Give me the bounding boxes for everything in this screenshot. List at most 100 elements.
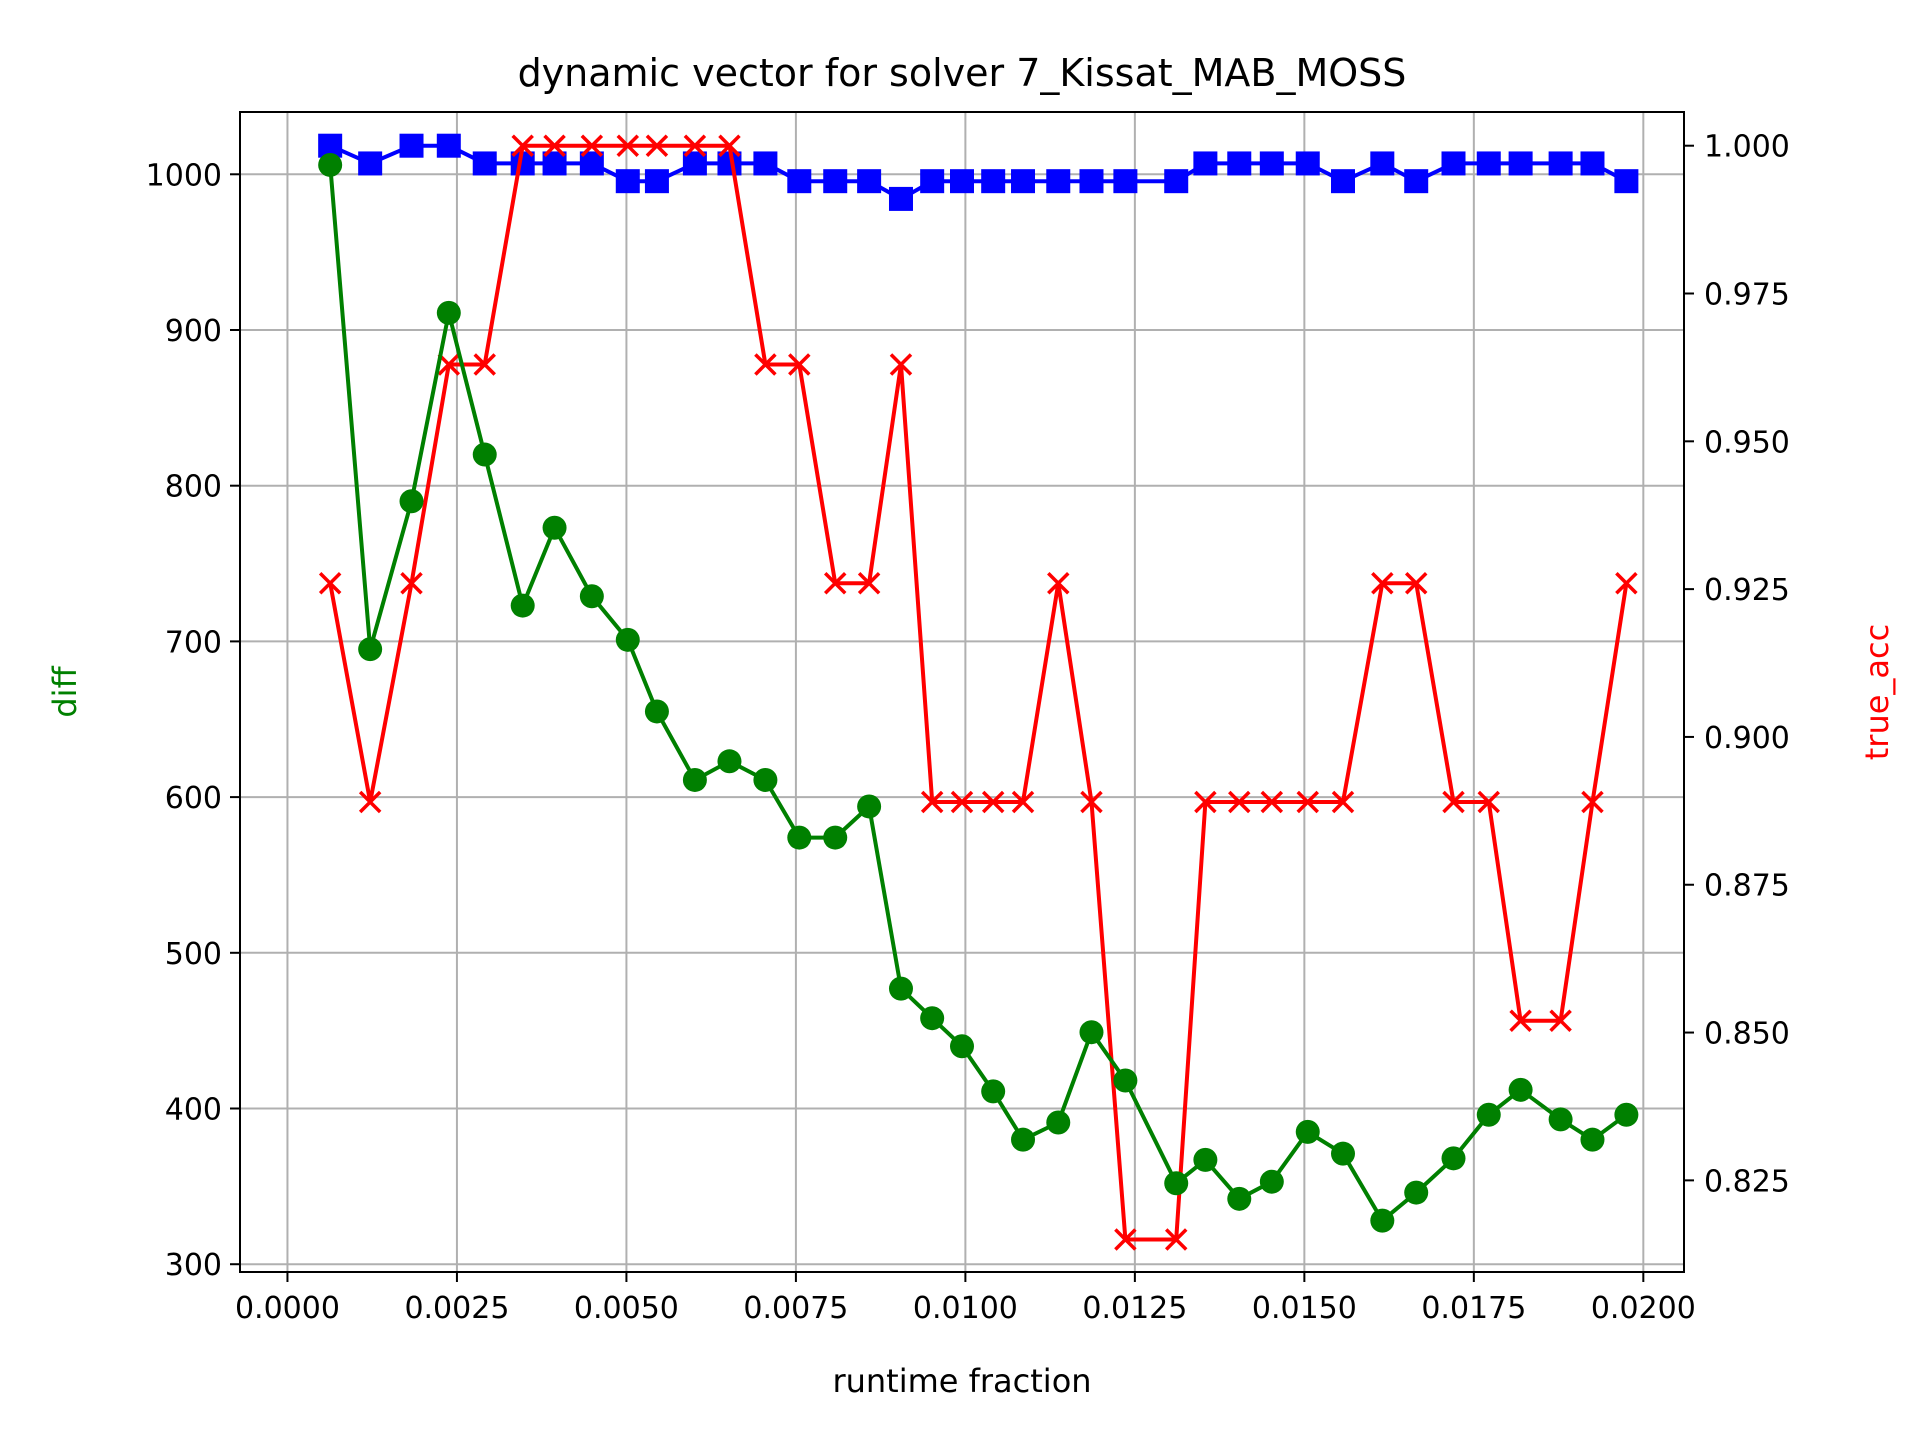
data-point <box>1011 1127 1036 1152</box>
y-right-tick-label: 0.975 <box>1704 278 1790 313</box>
data-point <box>399 133 424 158</box>
y-left-tick-label: 500 <box>165 937 222 972</box>
y-left-tick-label: 400 <box>165 1093 222 1128</box>
data-point <box>1371 571 1394 595</box>
data-point <box>981 169 1006 194</box>
data-point <box>579 584 604 609</box>
data-point <box>1580 1127 1605 1152</box>
data-point <box>754 353 777 376</box>
data-point <box>1011 790 1035 814</box>
data-point <box>1113 169 1138 194</box>
data-point <box>1047 571 1070 595</box>
data-point <box>1114 1228 1137 1251</box>
data-point <box>1330 169 1355 194</box>
data-point <box>358 151 383 176</box>
data-point <box>543 134 566 157</box>
data-point <box>1079 169 1104 194</box>
x-tick-label: 0.0025 <box>404 1291 509 1326</box>
data-point <box>823 169 848 194</box>
data-point <box>472 442 497 467</box>
data-point <box>616 134 640 157</box>
data-point <box>1046 1110 1071 1135</box>
y-left-tick-label: 600 <box>165 781 222 816</box>
data-point <box>1164 1228 1188 1251</box>
data-point <box>888 186 913 211</box>
data-point <box>615 169 640 194</box>
data-point <box>823 571 847 595</box>
y-right-tick-label: 0.850 <box>1704 1017 1790 1052</box>
series-true-acc <box>318 134 1638 1251</box>
data-point <box>718 134 741 157</box>
data-point <box>1227 151 1252 176</box>
data-point <box>823 825 848 850</box>
data-point <box>857 169 882 194</box>
data-point <box>950 790 974 814</box>
data-point <box>1046 169 1071 194</box>
data-point <box>1441 151 1466 176</box>
data-point <box>400 571 423 595</box>
data-point <box>1113 1068 1138 1093</box>
data-point <box>1508 1077 1533 1102</box>
x-tick-label: 0.0200 <box>1591 1291 1696 1326</box>
data-point <box>981 1079 1006 1104</box>
y-right-tick-label: 0.925 <box>1704 573 1790 608</box>
grid <box>240 112 1684 1272</box>
data-point <box>318 152 343 177</box>
ticks: 0.0000 0.0025 0.0050 0.0075 0.0100 0.0125 0.01… <box>146 130 1790 1326</box>
y-right-tick-label: 0.950 <box>1704 425 1790 460</box>
data-point <box>644 699 669 724</box>
data-point <box>510 593 535 618</box>
y-left-tick-label: 700 <box>165 625 222 660</box>
y-axis-right-label: true_acc <box>1858 624 1896 760</box>
data-point <box>1477 790 1500 814</box>
data-point <box>1295 1119 1320 1144</box>
data-point <box>920 169 945 194</box>
data-point <box>358 637 383 662</box>
data-point <box>1476 151 1501 176</box>
y-left-tick-label: 900 <box>165 314 222 349</box>
data-point <box>542 515 567 540</box>
data-point <box>1260 790 1284 814</box>
series-group <box>318 133 1639 1251</box>
y-right-tick-label: 0.875 <box>1704 869 1790 904</box>
data-point <box>1548 151 1573 176</box>
data-point <box>1227 1186 1252 1211</box>
data-point <box>1615 571 1638 595</box>
series-line-true-acc <box>328 143 1629 1242</box>
data-point <box>644 169 669 194</box>
data-point <box>683 134 707 157</box>
data-point <box>1259 151 1284 176</box>
data-point <box>399 489 424 514</box>
data-point <box>1549 1009 1572 1032</box>
x-axis-label: runtime fraction <box>832 1362 1091 1400</box>
data-point <box>787 825 812 850</box>
data-point <box>1404 571 1428 595</box>
data-point <box>1442 790 1465 814</box>
data-point <box>920 1006 945 1031</box>
data-point <box>1011 169 1036 194</box>
data-point <box>1194 790 1217 814</box>
data-point <box>787 169 812 194</box>
plot-frame <box>239 111 1685 1273</box>
data-point <box>1370 1208 1395 1233</box>
y-right-tick-label: 0.900 <box>1704 721 1790 756</box>
data-point <box>645 134 669 157</box>
y-axis-left-label: diff <box>46 665 84 717</box>
y-right-tick-label: 1.000 <box>1704 130 1790 165</box>
data-point <box>1228 790 1251 814</box>
data-point <box>580 134 604 157</box>
x-tick-label: 0.0075 <box>743 1291 848 1326</box>
data-point <box>436 133 461 158</box>
data-point <box>717 749 742 774</box>
y-left-tick-label: 1000 <box>146 158 222 193</box>
data-point <box>1509 1009 1532 1032</box>
data-point <box>888 976 913 1001</box>
data-point <box>318 571 342 595</box>
x-tick-label: 0.0150 <box>1252 1291 1357 1326</box>
y-left-tick-label: 800 <box>165 470 222 505</box>
chart-title: dynamic vector for solver 7_Kissat_MAB_M… <box>518 51 1407 95</box>
data-point <box>1370 151 1395 176</box>
data-point <box>1164 1171 1189 1196</box>
